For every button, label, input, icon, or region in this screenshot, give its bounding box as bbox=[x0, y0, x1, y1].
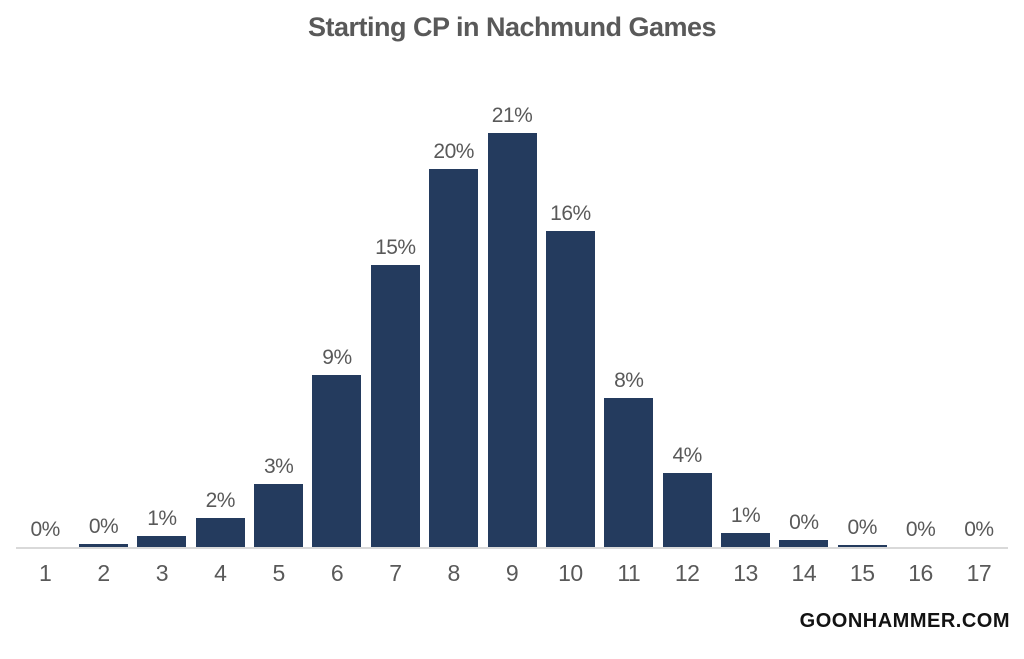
bar-value-label: 1% bbox=[147, 507, 177, 530]
x-axis-tick-label: 11 bbox=[617, 560, 641, 586]
bar bbox=[837, 545, 887, 547]
bar-value-label: 0% bbox=[847, 516, 878, 539]
bar-value-label: 0% bbox=[964, 518, 994, 541]
bar-column: 0% bbox=[74, 80, 132, 547]
x-axis: 1 2 3 4 5 6 7 8 9 10 11 12 13 14 15 16 17 bbox=[16, 560, 1008, 587]
bar-column: 0% bbox=[833, 80, 891, 547]
x-axis-tick-label: 16 bbox=[908, 560, 933, 586]
bar-value-label: 0% bbox=[905, 518, 936, 541]
bar-column: 16% bbox=[541, 80, 599, 547]
bar-value-label: 0% bbox=[88, 515, 119, 538]
x-axis-tick-label: 2 bbox=[97, 560, 110, 586]
bar bbox=[604, 398, 654, 547]
bar bbox=[429, 169, 479, 547]
bar-column: 1% bbox=[716, 80, 774, 547]
bar-column: 0% bbox=[950, 80, 1008, 547]
bar-column: 15% bbox=[366, 80, 424, 547]
x-axis-tick-label: 12 bbox=[674, 560, 700, 586]
bar bbox=[79, 544, 129, 547]
bar bbox=[370, 265, 420, 547]
x-axis-tick-label: 9 bbox=[505, 560, 519, 586]
x-axis-tick-label: 15 bbox=[849, 560, 875, 586]
x-axis-tick-label: 1 bbox=[39, 560, 52, 586]
bar-value-label: 3% bbox=[263, 455, 294, 478]
bar-column: 2% bbox=[191, 80, 249, 547]
x-axis-tick-label: 6 bbox=[330, 560, 344, 586]
x-axis-tick-label: 13 bbox=[733, 560, 758, 586]
bar-value-label: 8% bbox=[614, 369, 644, 392]
goonhammer-watermark: GOONHAMMER.COM bbox=[799, 610, 1010, 632]
bar-column: 0% bbox=[891, 80, 949, 547]
bar-value-label: 15% bbox=[375, 236, 416, 259]
bar bbox=[195, 518, 245, 547]
bar bbox=[779, 540, 829, 547]
bar-column: 20% bbox=[425, 80, 483, 547]
bar-value-label: 0% bbox=[30, 518, 61, 541]
bar bbox=[545, 231, 595, 547]
x-axis-tick-label: 8 bbox=[447, 560, 461, 586]
x-axis-tick-label: 10 bbox=[558, 560, 583, 586]
bar-column: 8% bbox=[600, 80, 658, 547]
bar-column: 9% bbox=[308, 80, 366, 547]
bar-column: 3% bbox=[249, 80, 307, 547]
bar bbox=[662, 473, 712, 547]
x-axis-tick-label: 4 bbox=[214, 560, 227, 586]
bar bbox=[137, 536, 187, 547]
x-axis-line bbox=[16, 547, 1008, 549]
bar-value-label: 21% bbox=[491, 104, 533, 127]
bar-column: 4% bbox=[658, 80, 716, 547]
bar bbox=[312, 375, 362, 547]
bar-value-label: 4% bbox=[672, 444, 702, 467]
chart-title: Starting CP in Nachmund Games bbox=[307, 12, 717, 42]
bar-value-label: 16% bbox=[550, 202, 591, 225]
x-axis-tick-label: 5 bbox=[272, 560, 285, 586]
bar bbox=[254, 484, 304, 547]
x-axis-tick-label: 17 bbox=[966, 560, 992, 586]
bar bbox=[720, 533, 770, 547]
plot-area: 0% 0% 1% 2% 3% 9% 15% 20% 21% 16% 8% 4% 1% 0% 0% 0% 0% bbox=[16, 80, 1008, 547]
bar-column: 1% bbox=[133, 80, 191, 547]
bar-value-label: 0% bbox=[789, 511, 819, 534]
bar-column: 0% bbox=[16, 80, 74, 547]
bar-value-label: 9% bbox=[322, 346, 352, 369]
x-axis-tick-label: 3 bbox=[155, 560, 169, 586]
bar bbox=[487, 133, 537, 547]
x-axis-tick-label: 14 bbox=[791, 560, 817, 586]
bar-value-label: 1% bbox=[730, 504, 761, 527]
bar-value-label: 2% bbox=[205, 489, 236, 512]
bar-column: 0% bbox=[775, 80, 833, 547]
bar-value-label: 20% bbox=[433, 140, 474, 163]
bar-column: 21% bbox=[483, 80, 541, 547]
x-axis-tick-label: 7 bbox=[389, 560, 402, 586]
